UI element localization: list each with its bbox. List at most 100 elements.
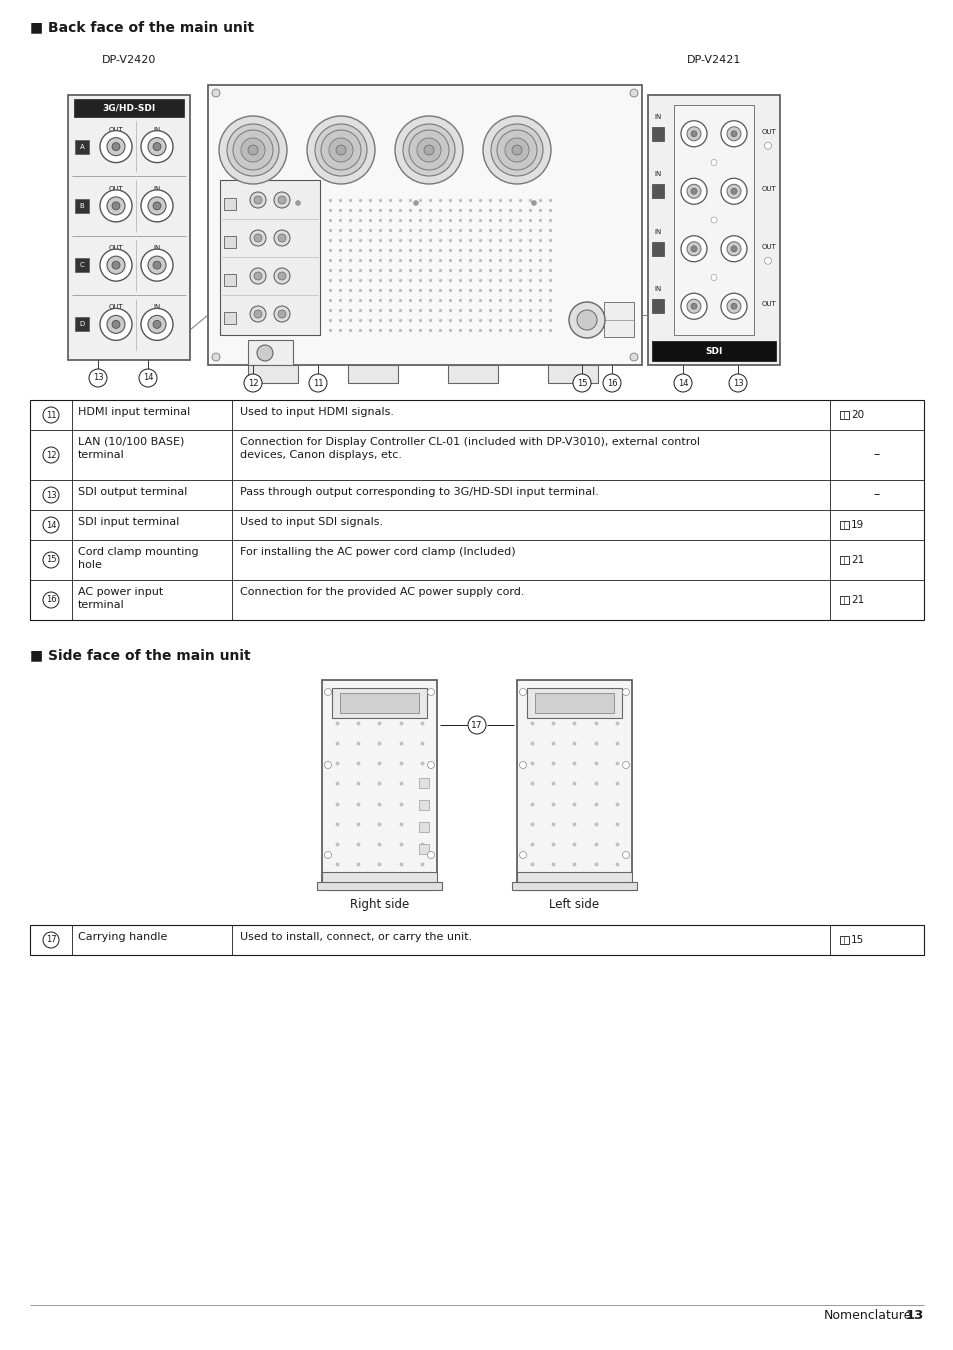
Circle shape	[250, 230, 266, 246]
Circle shape	[519, 761, 526, 768]
Circle shape	[107, 256, 125, 274]
Bar	[418, 844, 429, 855]
Circle shape	[250, 192, 266, 208]
Circle shape	[324, 688, 331, 695]
Text: OUT: OUT	[109, 304, 123, 310]
Bar	[526, 688, 621, 718]
Circle shape	[720, 236, 746, 262]
Circle shape	[112, 202, 120, 209]
Circle shape	[413, 201, 418, 205]
Circle shape	[602, 374, 620, 392]
Bar	[840, 556, 848, 564]
Text: devices, Canon displays, etc.: devices, Canon displays, etc.	[240, 450, 401, 460]
Circle shape	[491, 124, 542, 176]
Circle shape	[673, 374, 691, 392]
Text: 15: 15	[577, 378, 587, 387]
Circle shape	[141, 190, 172, 221]
Text: terminal: terminal	[78, 450, 125, 460]
Text: DP-V2421: DP-V2421	[686, 55, 740, 65]
Circle shape	[43, 487, 59, 504]
Circle shape	[763, 258, 771, 265]
Circle shape	[256, 346, 273, 360]
Circle shape	[277, 271, 286, 279]
Circle shape	[152, 143, 161, 151]
Bar	[647, 95, 780, 364]
Circle shape	[227, 124, 278, 176]
Bar	[339, 693, 418, 713]
Bar	[418, 822, 429, 832]
Text: IN: IN	[153, 186, 160, 192]
Text: IN: IN	[654, 113, 661, 120]
Bar	[673, 105, 753, 335]
Circle shape	[314, 124, 367, 176]
Circle shape	[212, 89, 220, 97]
Circle shape	[680, 178, 706, 204]
Circle shape	[416, 138, 440, 162]
Text: IN: IN	[654, 286, 661, 292]
Text: IN: IN	[153, 246, 160, 251]
Circle shape	[107, 316, 125, 333]
Text: Used to input SDI signals.: Used to input SDI signals.	[240, 517, 383, 526]
Circle shape	[504, 138, 529, 162]
Text: D: D	[79, 321, 85, 328]
Circle shape	[107, 138, 125, 155]
Circle shape	[726, 127, 740, 140]
Text: OUT: OUT	[760, 244, 775, 250]
Circle shape	[763, 142, 771, 150]
Circle shape	[253, 234, 262, 242]
Circle shape	[274, 230, 290, 246]
Text: 21: 21	[850, 555, 863, 566]
Circle shape	[622, 688, 629, 695]
Text: OUT: OUT	[760, 128, 775, 135]
Bar	[224, 198, 235, 211]
Circle shape	[686, 184, 700, 198]
Text: Pass through output corresponding to 3G/HD-SDI input terminal.: Pass through output corresponding to 3G/…	[240, 487, 598, 497]
Bar	[448, 364, 497, 383]
Circle shape	[139, 369, 157, 387]
Text: 13: 13	[904, 1310, 923, 1322]
Circle shape	[423, 144, 434, 155]
Circle shape	[531, 201, 536, 205]
Circle shape	[250, 269, 266, 284]
Text: Left side: Left side	[549, 898, 598, 911]
Circle shape	[141, 131, 172, 162]
Circle shape	[100, 308, 132, 340]
Bar	[651, 127, 663, 140]
Circle shape	[320, 130, 360, 170]
Text: 16: 16	[46, 595, 56, 605]
Bar	[75, 258, 89, 273]
Circle shape	[686, 300, 700, 313]
Bar	[30, 925, 923, 954]
Circle shape	[277, 234, 286, 242]
Circle shape	[335, 144, 346, 155]
Circle shape	[43, 552, 59, 568]
Circle shape	[730, 304, 737, 309]
Text: For installing the AC power cord clamp (Included): For installing the AC power cord clamp (…	[240, 547, 515, 558]
Circle shape	[710, 217, 717, 223]
Circle shape	[680, 236, 706, 262]
Circle shape	[577, 310, 597, 329]
Circle shape	[274, 269, 290, 284]
Text: 11: 11	[313, 378, 323, 387]
Circle shape	[112, 143, 120, 151]
Circle shape	[274, 306, 290, 323]
Circle shape	[100, 190, 132, 221]
Text: Cord clamp mounting: Cord clamp mounting	[78, 547, 198, 558]
Bar	[224, 274, 235, 286]
Circle shape	[730, 131, 737, 136]
Circle shape	[573, 374, 590, 392]
Circle shape	[519, 688, 526, 695]
Circle shape	[112, 320, 120, 328]
Circle shape	[307, 116, 375, 184]
Text: OUT: OUT	[109, 127, 123, 132]
Circle shape	[277, 310, 286, 319]
Text: 12: 12	[46, 451, 56, 459]
Text: ■ Back face of the main unit: ■ Back face of the main unit	[30, 20, 253, 34]
Bar	[651, 342, 775, 360]
Text: 13: 13	[92, 374, 103, 382]
Circle shape	[622, 761, 629, 768]
Text: OUT: OUT	[109, 246, 123, 251]
Text: 14: 14	[677, 378, 687, 387]
Bar	[840, 410, 848, 418]
Text: 15: 15	[850, 936, 863, 945]
